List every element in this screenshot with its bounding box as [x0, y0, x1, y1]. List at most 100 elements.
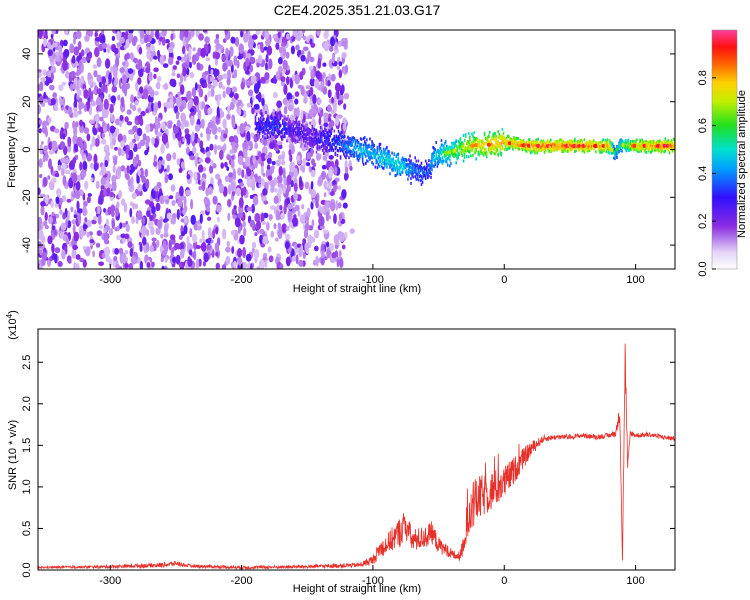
spectrogram-noise-cell — [59, 209, 63, 215]
spectrogram-ridge-cell — [453, 144, 455, 148]
spectrogram-noise-cell — [222, 228, 227, 240]
spectrogram-ridge-cell — [313, 132, 316, 136]
spectrogram-ridge-cell — [369, 152, 371, 156]
spectrogram-ridge-cell — [313, 138, 316, 142]
spectrogram-ridge-cell — [581, 149, 584, 153]
spectrogram-ridge-cell — [557, 147, 559, 151]
spectrogram-ridge-cell — [358, 152, 361, 156]
spectrogram-ridge-cell — [371, 140, 373, 144]
spectrogram-ridge-cell — [367, 159, 369, 163]
spectrogram-ridge-cell — [480, 149, 483, 153]
spectrogram-ridge-cell — [360, 147, 363, 151]
spectrogram-ridge-cell — [580, 138, 582, 142]
spectrogram-ridge-cell — [469, 150, 471, 154]
spectrogram-noise-cell — [251, 107, 255, 115]
spectrogram-ridge-cell — [581, 146, 584, 150]
spectrogram-noise-cell — [149, 71, 153, 78]
spectrogram-ridge-cell — [325, 140, 327, 144]
spectrogram-noise-cell — [299, 71, 304, 80]
spectrogram-noise-cell — [100, 177, 107, 186]
spectrogram-ridge-cell — [458, 152, 461, 156]
spectrogram-noise-cell — [125, 249, 129, 255]
spectrogram-noise-cell — [209, 143, 214, 151]
spectrogram-ridge-cell — [502, 136, 505, 140]
spectrogram-noise-cell — [54, 253, 58, 264]
spectrogram-ridge-cell — [305, 125, 307, 129]
spectrogram-ridge-cell — [495, 138, 497, 142]
spectrogram-ridge-cell — [614, 157, 616, 161]
spectrogram-noise-cell — [71, 172, 78, 184]
spectrogram-ridge-cell — [645, 139, 648, 143]
spectrogram-ridge-cell — [646, 145, 649, 149]
spectrogram-ridge-cell — [367, 150, 369, 154]
spectrogram-ridge-cell — [258, 131, 261, 135]
spectrogram-noise-cell — [343, 92, 350, 100]
spectrogram-noise-cell — [127, 32, 134, 43]
spectrogram-ridge-cell — [568, 146, 571, 149]
spectrogram-ridge-cell — [394, 174, 397, 178]
spectrogram-noise-cell — [119, 67, 125, 74]
spectrogram-noise-cell — [118, 189, 122, 199]
spectrogram-noise-cell — [249, 263, 253, 269]
spectrogram-ridge-cell — [288, 133, 290, 137]
spectrogram-ridge-cell — [658, 149, 660, 153]
spectrogram-noise-cell — [293, 191, 298, 201]
spectrogram-ridge-cell — [464, 146, 467, 150]
spectrogram-peak-dot — [452, 148, 457, 153]
spectrogram-ridge-cell — [389, 154, 391, 158]
spectrogram-ridge-cell — [299, 144, 302, 148]
spectrogram-ridge-cell — [270, 117, 273, 120]
spectrogram-ridge-cell — [372, 142, 374, 146]
spectrogram-noise-cell — [195, 245, 202, 249]
spectrogram-ridge-cell — [309, 140, 311, 144]
spectrogram-ridge-cell — [290, 138, 292, 142]
spectrogram-noise-cell — [266, 157, 272, 165]
spectrogram-ridge-cell — [537, 149, 539, 153]
spectrogram-noise-cell — [300, 244, 304, 256]
spectrogram-ridge-cell — [255, 125, 258, 129]
spectrogram-noise-cell — [302, 46, 309, 52]
spectrogram-ridge-cell — [500, 135, 503, 139]
spectrogram-noise-cell — [96, 57, 102, 68]
spectrogram-ridge-cell — [386, 145, 388, 149]
spectrogram-noise-cell — [310, 201, 314, 210]
spectrogram-noise-cell — [222, 90, 226, 99]
spectrogram-ridge-cell — [501, 147, 504, 151]
spectrogram-ridge-cell — [438, 152, 441, 156]
spectrogram-ridge-cell — [506, 134, 509, 138]
spectrogram-ridge-cell — [369, 157, 371, 161]
spectrogram-noise-cell — [134, 100, 139, 106]
spectrogram-ridge-cell — [426, 169, 428, 172]
spectrogram-noise-cell — [323, 30, 329, 40]
spectrogram-ridge-cell — [488, 140, 490, 144]
spectrogram-noise-cell — [339, 258, 344, 268]
spectrogram-ridge-cell — [358, 145, 361, 148]
spectrogram-ridge-cell — [407, 170, 409, 174]
spectrogram-ridge-cell — [356, 144, 359, 148]
spectrogram-ridge-cell — [424, 175, 427, 179]
spectrogram-ridge-cell — [514, 138, 516, 142]
spectrogram-noise-cell — [303, 96, 308, 104]
spectrogram-ridge-cell — [289, 124, 291, 128]
spectrogram-ridge-cell — [308, 129, 310, 133]
spectrogram-noise-cell — [150, 226, 155, 236]
spectrogram-ridge-cell — [348, 156, 350, 160]
spectrogram-ridge-cell — [272, 119, 275, 123]
spectrogram-noise-cell — [204, 36, 210, 44]
spectrogram-ridge-cell — [397, 152, 400, 156]
spectrogram-ridge-cell — [307, 130, 309, 134]
spectrogram-ridge-cell — [349, 142, 351, 146]
spectrogram-ridge-cell — [265, 122, 267, 126]
spectrogram-ridge-cell — [424, 159, 427, 163]
spectrogram-ridge-cell — [314, 142, 317, 146]
spectrogram-ridge-cell — [503, 141, 506, 145]
spectrogram-noise-cell — [322, 72, 326, 79]
spectrogram-ridge-cell — [275, 113, 278, 117]
spectrogram-ridge-cell — [396, 170, 399, 174]
spectrogram-ridge-cell — [633, 148, 635, 152]
spectrogram-ridge-cell — [338, 132, 341, 136]
spectrogram-noise-cell — [189, 155, 196, 161]
spectrogram-ridge-cell — [461, 144, 464, 148]
spectrogram-ridge-cell — [535, 138, 537, 142]
spectrogram-ridge-cell — [347, 145, 349, 149]
